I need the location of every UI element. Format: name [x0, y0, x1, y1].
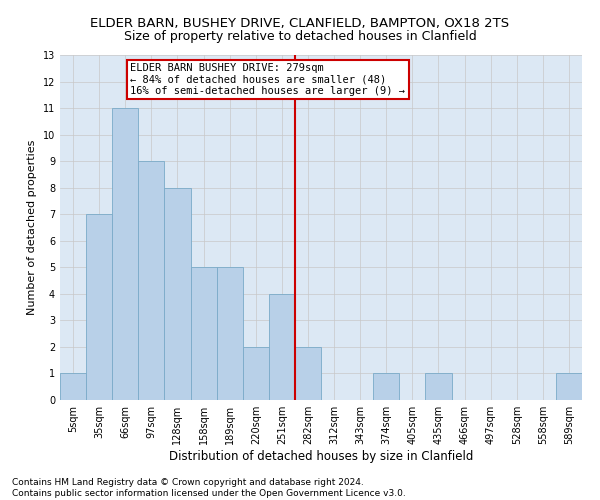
Bar: [425, 374, 452, 400]
Bar: [60, 374, 86, 400]
Y-axis label: Number of detached properties: Number of detached properties: [27, 140, 37, 315]
Bar: [164, 188, 191, 400]
Bar: [191, 268, 217, 400]
Text: ELDER BARN BUSHEY DRIVE: 279sqm
← 84% of detached houses are smaller (48)
16% of: ELDER BARN BUSHEY DRIVE: 279sqm ← 84% of…: [130, 63, 406, 96]
Text: Contains HM Land Registry data © Crown copyright and database right 2024.
Contai: Contains HM Land Registry data © Crown c…: [12, 478, 406, 498]
Bar: [556, 374, 582, 400]
Text: Size of property relative to detached houses in Clanfield: Size of property relative to detached ho…: [124, 30, 476, 43]
Text: ELDER BARN, BUSHEY DRIVE, CLANFIELD, BAMPTON, OX18 2TS: ELDER BARN, BUSHEY DRIVE, CLANFIELD, BAM…: [91, 18, 509, 30]
Bar: [86, 214, 112, 400]
Bar: [269, 294, 295, 400]
X-axis label: Distribution of detached houses by size in Clanfield: Distribution of detached houses by size …: [169, 450, 473, 463]
Bar: [217, 268, 243, 400]
Bar: [373, 374, 400, 400]
Bar: [242, 347, 269, 400]
Bar: [112, 108, 139, 400]
Bar: [139, 161, 164, 400]
Bar: [295, 347, 321, 400]
